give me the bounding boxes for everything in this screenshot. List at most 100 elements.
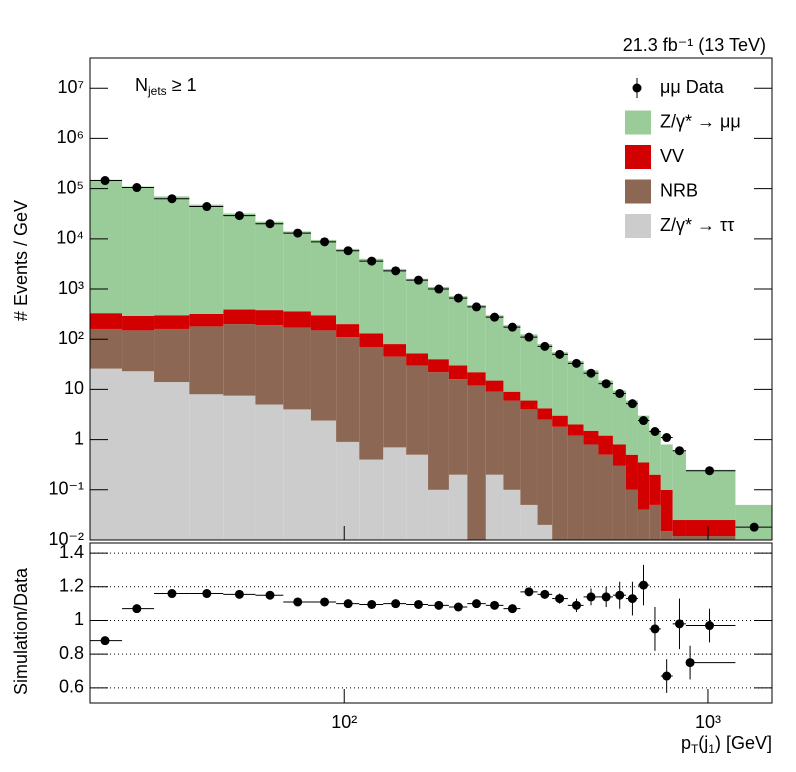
ratio-point: [586, 592, 596, 602]
stack-bar: [359, 346, 384, 460]
ratio-point: [650, 624, 660, 634]
data-point: [367, 256, 377, 266]
ratio-point: [453, 602, 463, 612]
stack-bar: [567, 435, 584, 540]
stack-bar: [336, 248, 360, 325]
stack-bar: [406, 454, 429, 540]
stack-bar: [223, 309, 256, 325]
stack-bar: [448, 379, 468, 475]
y-tick-label: 10³: [58, 278, 84, 298]
ratio-point: [615, 590, 625, 600]
stack-bar: [283, 231, 311, 312]
x-tick-label: 10²: [331, 712, 357, 732]
ratio-point: [601, 592, 611, 602]
data-point: [662, 433, 672, 443]
stack-bar: [428, 359, 449, 373]
stack-bar: [90, 179, 123, 314]
stack-bar: [625, 400, 638, 455]
stack-bar: [583, 370, 599, 431]
y-tick-label: 10⁶: [57, 127, 84, 147]
ratio-point: [639, 580, 649, 590]
ratio-point: [265, 590, 275, 600]
stack-bar: [637, 462, 650, 510]
stack-bar: [552, 352, 568, 416]
frame: [89, 542, 773, 704]
x-label-sub: T: [691, 742, 699, 756]
ratio-point: [507, 604, 517, 614]
data-point: [453, 293, 463, 303]
legend-marker: [632, 83, 642, 93]
stack-bar: [537, 344, 553, 409]
stack-bar: [685, 520, 736, 537]
stack-bar: [223, 324, 256, 396]
y-tick-label: 1: [74, 428, 84, 448]
ratio-point: [132, 604, 142, 614]
stack-bar: [359, 258, 384, 334]
stack-bar: [383, 447, 407, 540]
ratio-point: [490, 600, 500, 610]
stack-bar: [189, 313, 224, 327]
stack-bar: [154, 315, 190, 329]
stack-bar: [223, 213, 256, 310]
ratio-point: [293, 597, 303, 607]
data-point: [132, 183, 142, 193]
legend-swatch: [625, 145, 651, 169]
stack-bar: [583, 444, 599, 540]
ratio-point: [540, 589, 550, 599]
annotation-sub: jets: [147, 84, 167, 98]
ratio-point: [434, 600, 444, 610]
stack-bar: [503, 391, 521, 401]
data-point: [234, 211, 244, 221]
stack-bar: [283, 311, 311, 328]
y-tick-label: 10⁷: [57, 77, 84, 97]
data-point: [391, 266, 401, 276]
stack-bar: [672, 450, 686, 521]
stack-bar: [428, 372, 449, 490]
data-point: [705, 466, 715, 476]
x-axis-label: pT(j1) [GeV]: [681, 733, 772, 756]
ratio-point: [391, 599, 401, 609]
ratio-point: [167, 589, 177, 599]
stack-bar: [154, 382, 190, 540]
legend-label: Z/γ* → μμ: [660, 111, 741, 131]
stack-bar: [467, 372, 486, 386]
stack-bar: [255, 310, 284, 326]
stack-bar: [154, 196, 190, 316]
data-point: [615, 388, 625, 398]
y-tick-label: 1.2: [59, 576, 84, 596]
x-label-part: p: [681, 733, 691, 753]
stack-bar: [537, 524, 553, 540]
stack-bar: [672, 520, 686, 537]
ratio-point: [555, 594, 565, 604]
stack-bar: [660, 531, 673, 540]
data-point: [490, 312, 500, 322]
stack-bar: [359, 459, 384, 540]
annotation-main: ≥ 1: [167, 75, 197, 95]
data-point: [167, 194, 177, 204]
stack-bar: [485, 391, 504, 475]
annotation: Njets ≥ 1: [135, 75, 197, 98]
ratio-point: [367, 599, 377, 609]
y-tick-label: 10: [64, 378, 84, 398]
ratio-point: [705, 621, 715, 631]
stack-bar: [428, 286, 449, 360]
data-point: [265, 219, 275, 229]
legend-label: NRB: [660, 180, 698, 200]
y-axis-label: # Events / GeV: [11, 200, 31, 321]
ratio-point: [524, 587, 534, 597]
axes: 10⁻² 10⁻¹ 1 10 10² 10³ 10⁴ 10⁵ 10⁶ 10⁷ μμ Data Z/γ*…: [48, 57, 773, 732]
x-label-sub: 1: [708, 742, 715, 756]
stack-bar: [485, 380, 504, 392]
stack-bar: [448, 365, 468, 380]
legend-swatch: [625, 110, 651, 135]
stack-bar: [520, 334, 538, 401]
y-tick-label: 10⁻¹: [48, 479, 84, 499]
main-plot: [90, 176, 772, 540]
stack-bar: [537, 408, 553, 420]
y-tick-label: 0.8: [59, 643, 84, 663]
ratio-y-axis-label: Simulation/Data: [11, 567, 31, 695]
stack-bar: [122, 186, 155, 316]
stack-bar: [735, 504, 772, 540]
stack-bar: [189, 204, 224, 314]
